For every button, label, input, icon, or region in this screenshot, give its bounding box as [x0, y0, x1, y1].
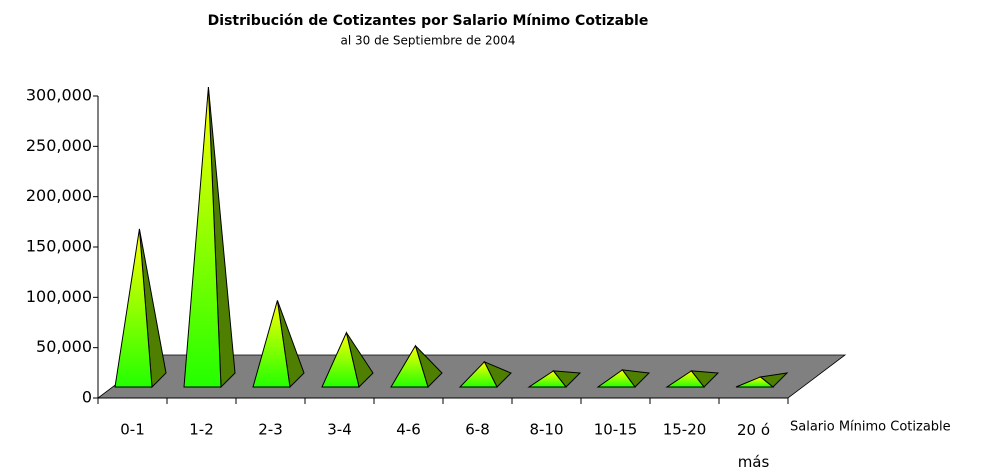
y-tick-label: 50,000	[36, 337, 92, 356]
pyramid-front	[527, 370, 568, 388]
x-tick-label: 8-10	[529, 421, 563, 439]
x-tick-label: 0-1	[120, 421, 145, 439]
x-tick-label: 4-6	[396, 421, 421, 439]
pyramid-front	[665, 370, 706, 388]
y-tick-label: 250,000	[26, 136, 92, 155]
y-tick-label: 0	[82, 388, 92, 407]
pyramid-front	[390, 344, 429, 388]
pyramid-front	[596, 369, 636, 388]
pyramid-front	[252, 300, 291, 388]
x-tick-label: 10-15	[594, 421, 638, 439]
y-tick-label: 100,000	[26, 287, 92, 306]
pyramid-front	[735, 376, 775, 388]
pyramid-front	[458, 360, 498, 388]
x-tick-label: 1-2	[189, 421, 214, 439]
chart-subtitle: al 30 de Septiembre de 2004	[341, 34, 516, 48]
x-tick-label: 6-8	[465, 421, 490, 439]
pyramid-front	[114, 228, 153, 388]
x-tick-label: 2-3	[258, 421, 283, 439]
x-tick-label: 20 ó más	[737, 421, 770, 469]
y-tick-label: 300,000	[26, 86, 92, 105]
chart-title: Distribución de Cotizantes por Salario M…	[208, 13, 649, 29]
x-tick-label: 15-20	[663, 421, 707, 439]
y-tick-label: 200,000	[26, 186, 92, 205]
x-axis-label: Salario Mínimo Cotizable	[790, 420, 951, 435]
pyramid-front	[183, 86, 222, 388]
x-tick-label: 3-4	[327, 421, 352, 439]
pyramid-front	[321, 331, 360, 388]
y-tick-label: 150,000	[26, 237, 92, 256]
